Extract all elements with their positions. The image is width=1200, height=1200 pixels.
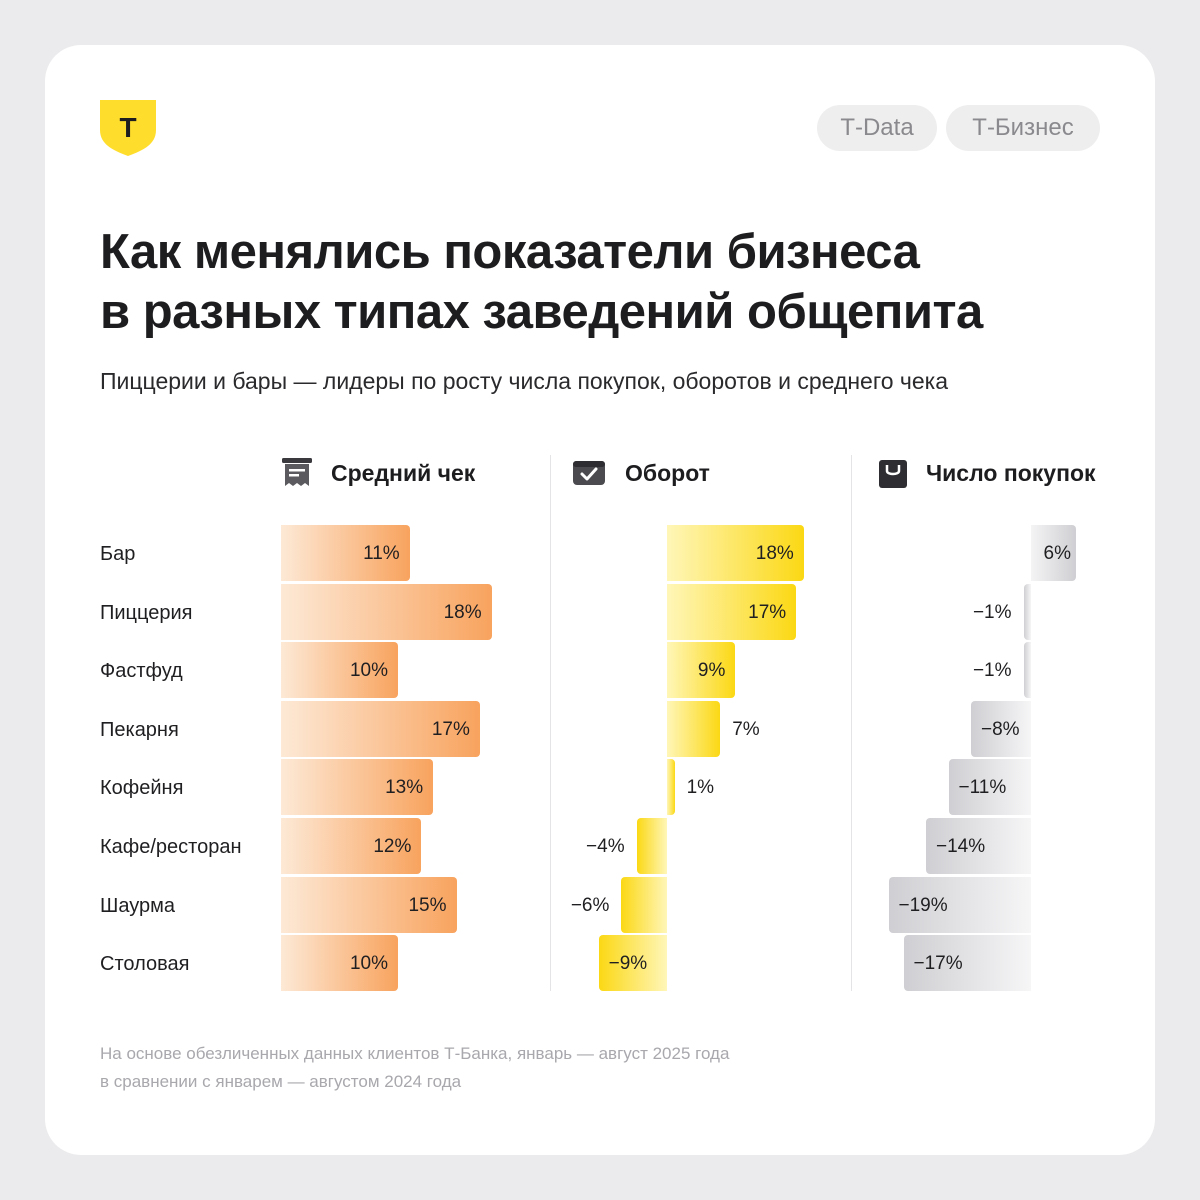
avg-check-value: 11% (363, 543, 400, 564)
avg-check-bar (281, 525, 410, 581)
page-subtitle: Пиццерии и бары — лидеры по росту числа … (100, 368, 949, 394)
purchases-bar (971, 700, 1031, 757)
turnover-bar (598, 935, 667, 992)
footnote-line-2: в сравнении с январем — августом 2024 го… (100, 1072, 462, 1091)
column-divider (550, 455, 551, 991)
purchases-value: −11% (958, 777, 1007, 799)
column-header-avg-check: Средний чек (331, 460, 476, 486)
purchases-bar (1023, 642, 1031, 699)
category-label: Кофейня (100, 777, 184, 800)
purchases-bar (1023, 583, 1031, 640)
turnover-bar (667, 525, 804, 581)
tag-t-business: Т-Бизнес (946, 105, 1100, 151)
wallet-icon (573, 461, 605, 485)
page-title: Как менялись показатели бизнеса в разных… (100, 222, 1120, 342)
category-label: Бар (100, 543, 136, 565)
purchases-bar (926, 818, 1031, 874)
avg-check-value: 18% (443, 601, 482, 623)
turnover-bar (667, 700, 721, 757)
turnover-value: 7% (732, 718, 760, 740)
bank-logo: Т (100, 100, 156, 156)
turnover-value: −4% (586, 836, 625, 857)
shopping-bag-icon (879, 460, 907, 488)
turnover-value: 1% (686, 777, 715, 799)
category-label: Шаурма (100, 894, 175, 917)
avg-check-value: 17% (431, 718, 470, 740)
avg-check-bar (281, 642, 398, 699)
tag-t-data: Т-Data (817, 105, 937, 151)
category-label: Фастфуд (100, 660, 183, 683)
category-label: Пекарня (100, 718, 179, 741)
avg-check-bar (281, 700, 480, 757)
avg-check-bar (281, 818, 422, 874)
column-header-turnover: Оборот (625, 460, 710, 486)
avg-check-value: 15% (408, 894, 447, 916)
turnover-value: −9% (608, 953, 648, 975)
avg-check-value: 10% (349, 660, 388, 682)
purchases-value: −14% (936, 836, 986, 857)
column-header-purchases: Число покупок (926, 460, 1096, 486)
avg-check-bar (281, 759, 434, 816)
avg-check-value: 12% (373, 836, 412, 857)
category-label: Кафе/ресторан (100, 836, 242, 858)
turnover-value: 9% (697, 660, 726, 682)
turnover-value: −6% (570, 894, 610, 916)
category-label: Столовая (100, 953, 190, 976)
title-line-2: в разных типах заведений общепита (100, 285, 983, 339)
turnover-bar (667, 583, 797, 640)
purchases-value: −1% (972, 601, 1012, 623)
avg-check-bar (281, 935, 398, 992)
title-line-1: Как менялись показатели бизнеса (100, 225, 920, 279)
purchases-value: 6% (1043, 543, 1071, 564)
purchases-bar (903, 935, 1031, 992)
purchases-value: −17% (913, 953, 963, 975)
turnover-bar (667, 642, 736, 699)
avg-check-value: 10% (349, 953, 388, 975)
purchases-value: −19% (898, 894, 948, 916)
category-label: Пиццерия (100, 601, 193, 624)
purchases-value: −8% (981, 718, 1020, 740)
turnover-bar (621, 876, 667, 933)
svg-text:Т: Т (119, 112, 136, 143)
column-divider (851, 455, 852, 991)
turnover-bar (667, 759, 675, 816)
avg-check-value: 13% (385, 777, 424, 799)
footnote-line-1: На основе обезличенных данных клиентов Т… (100, 1044, 730, 1063)
turnover-bar (636, 818, 667, 874)
purchases-value: −1% (972, 660, 1012, 682)
receipt-icon (282, 458, 312, 486)
turnover-value: 17% (748, 601, 787, 623)
footnote: На основе обезличенных данных клиентов Т… (100, 1040, 1000, 1096)
purchases-bar (1031, 525, 1076, 581)
purchases-bar (948, 759, 1031, 816)
avg-check-bar (281, 583, 492, 640)
turnover-value: 18% (755, 543, 794, 564)
purchases-bar (888, 876, 1031, 933)
avg-check-bar (281, 876, 457, 933)
